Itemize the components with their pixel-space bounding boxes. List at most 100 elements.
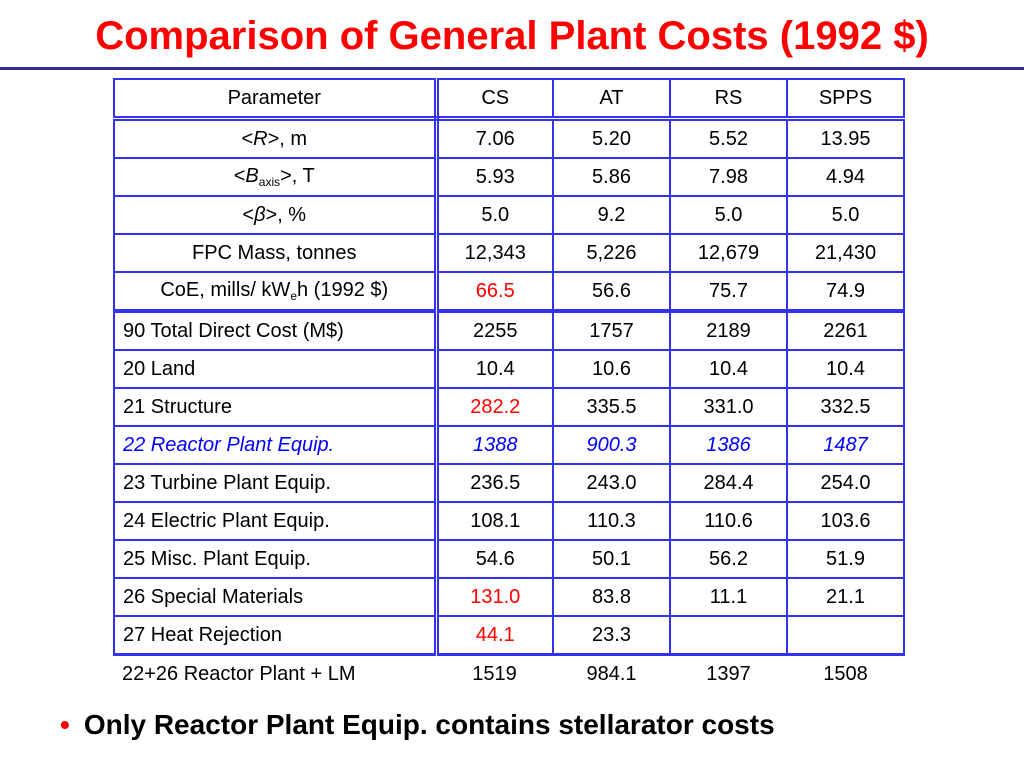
table-cell: 1757	[552, 310, 671, 351]
table-cell: 331.0	[669, 387, 788, 427]
param-label-major-radius: <R>, m	[113, 117, 439, 159]
table-cell: 10.4	[669, 349, 788, 389]
table-cell: 2255	[435, 310, 554, 351]
table-cell: 900.3	[552, 425, 671, 465]
cost-label: 25 Misc. Plant Equip.	[113, 539, 439, 579]
table-cell-highlight: 66.5	[435, 271, 554, 313]
table-cell: 284.4	[669, 463, 788, 503]
table-cell: 5.0	[669, 195, 788, 235]
cost-comparison-table: Parameter CS AT RS SPPS <R>, m 7.06 5.20…	[113, 78, 905, 692]
table-cell: 243.0	[552, 463, 671, 503]
table-row: CoE, mills/ kWeh (1992 $) 66.5 56.6 75.7…	[113, 271, 905, 313]
cost-label: 22 Reactor Plant Equip.	[113, 425, 439, 465]
table-cell-highlight: 44.1	[435, 615, 554, 656]
table-cell: 236.5	[435, 463, 554, 503]
title-divider	[0, 67, 1024, 70]
table-cell: 5.0	[435, 195, 554, 235]
table-cell: 1386	[669, 425, 788, 465]
header-spps: SPPS	[786, 78, 905, 121]
table-row: 25 Misc. Plant Equip. 54.6 50.1 56.2 51.…	[113, 539, 905, 579]
total-label: 22+26 Reactor Plant + LM	[122, 662, 356, 685]
page-title: Comparison of General Plant Costs (1992 …	[95, 14, 929, 58]
table-cell: 10.4	[435, 349, 554, 389]
table-cell: 5.93	[435, 157, 554, 197]
cost-label: 20 Land	[113, 349, 439, 389]
table-cell: 254.0	[786, 463, 905, 503]
table-row: <R>, m 7.06 5.20 5.52 13.95	[113, 117, 905, 159]
table-cell: 9.2	[552, 195, 671, 235]
table-row: 24 Electric Plant Equip. 108.1 110.3 110…	[113, 501, 905, 541]
table-cell: 5.86	[552, 157, 671, 197]
table-row: 27 Heat Rejection 44.1 23.3	[113, 615, 905, 656]
table-row-highlight: 22 Reactor Plant Equip. 1388 900.3 1386 …	[113, 425, 905, 465]
table-cell: 83.8	[552, 577, 671, 617]
table-cell-highlight: 131.0	[435, 577, 554, 617]
table-cell: 56.2	[669, 539, 788, 579]
table-cell: 110.6	[669, 501, 788, 541]
table-row: <Baxis>, T 5.93 5.86 7.98 4.94	[113, 157, 905, 197]
table-cell: 1519	[472, 662, 517, 685]
header-rs: RS	[669, 78, 788, 121]
table-header-row: Parameter CS AT RS SPPS	[113, 78, 905, 121]
table-cell	[669, 615, 788, 656]
table-cell: 5,226	[552, 233, 671, 273]
table-total-row: 22+26 Reactor Plant + LM 1519 984.1 1397…	[114, 655, 904, 693]
table-cell: 21.1	[786, 577, 905, 617]
table-cell: 54.6	[435, 539, 554, 579]
table-cell: 7.06	[435, 117, 554, 159]
table-cell: 50.1	[552, 539, 671, 579]
cost-label: 23 Turbine Plant Equip.	[113, 463, 439, 503]
table-cell: 11.1	[669, 577, 788, 617]
param-label-fpc-mass: FPC Mass, tonnes	[113, 233, 439, 273]
table-cell: 1487	[786, 425, 905, 465]
table-cell: 56.6	[552, 271, 671, 313]
table-cell: 4.94	[786, 157, 905, 197]
cost-label: 90 Total Direct Cost (M$)	[113, 310, 439, 351]
table-row: <β>, % 5.0 9.2 5.0 5.0	[113, 195, 905, 235]
table-cell: 74.9	[786, 271, 905, 313]
table-cell: 1388	[435, 425, 554, 465]
table-row: 20 Land 10.4 10.6 10.4 10.4	[113, 349, 905, 389]
param-label-beta: <β>, %	[113, 195, 439, 235]
cost-comparison-table-container: Parameter CS AT RS SPPS <R>, m 7.06 5.20…	[113, 78, 905, 692]
header-at: AT	[552, 78, 671, 121]
table-cell: 332.5	[786, 387, 905, 427]
table-cell: 7.98	[669, 157, 788, 197]
bullet-point: • Only Reactor Plant Equip. contains stel…	[60, 705, 775, 745]
table-cell: 12,343	[435, 233, 554, 273]
table-cell-highlight: 282.2	[435, 387, 554, 427]
table-row: 90 Total Direct Cost (M$) 2255 1757 2189…	[113, 310, 905, 351]
table-cell: 1508	[823, 662, 868, 685]
table-cell: 12,679	[669, 233, 788, 273]
param-label-b-axis: <Baxis>, T	[113, 157, 439, 197]
table-cell: 110.3	[552, 501, 671, 541]
table-cell: 5.52	[669, 117, 788, 159]
table-cell: 2189	[669, 310, 788, 351]
table-cell: 51.9	[786, 539, 905, 579]
table-cell: 5.0	[786, 195, 905, 235]
cost-label: 24 Electric Plant Equip.	[113, 501, 439, 541]
bullet-text: Only Reactor Plant Equip. contains stell…	[83, 709, 775, 740]
cost-label: 26 Special Materials	[113, 577, 439, 617]
table-cell: 108.1	[435, 501, 554, 541]
bullet-dot-icon: •	[60, 709, 70, 740]
table-cell: 10.6	[552, 349, 671, 389]
header-parameter: Parameter	[113, 78, 439, 121]
table-cell: 103.6	[786, 501, 905, 541]
table-cell: 10.4	[786, 349, 905, 389]
table-cell: 1397	[706, 662, 751, 685]
table-cell	[786, 615, 905, 656]
table-cell: 23.3	[552, 615, 671, 656]
table-cell: 21,430	[786, 233, 905, 273]
table-row: 21 Structure 282.2 335.5 331.0 332.5	[113, 387, 905, 427]
table-cell: 13.95	[786, 117, 905, 159]
cost-label: 21 Structure	[113, 387, 439, 427]
param-label-coe: CoE, mills/ kWeh (1992 $)	[113, 271, 439, 313]
table-cell: 5.20	[552, 117, 671, 159]
table-cell: 75.7	[669, 271, 788, 313]
cost-label: 27 Heat Rejection	[113, 615, 439, 656]
table-row: 26 Special Materials 131.0 83.8 11.1 21.…	[113, 577, 905, 617]
table-row: FPC Mass, tonnes 12,343 5,226 12,679 21,…	[113, 233, 905, 273]
table-row: 23 Turbine Plant Equip. 236.5 243.0 284.…	[113, 463, 905, 503]
table-cell: 984.1	[586, 662, 637, 685]
